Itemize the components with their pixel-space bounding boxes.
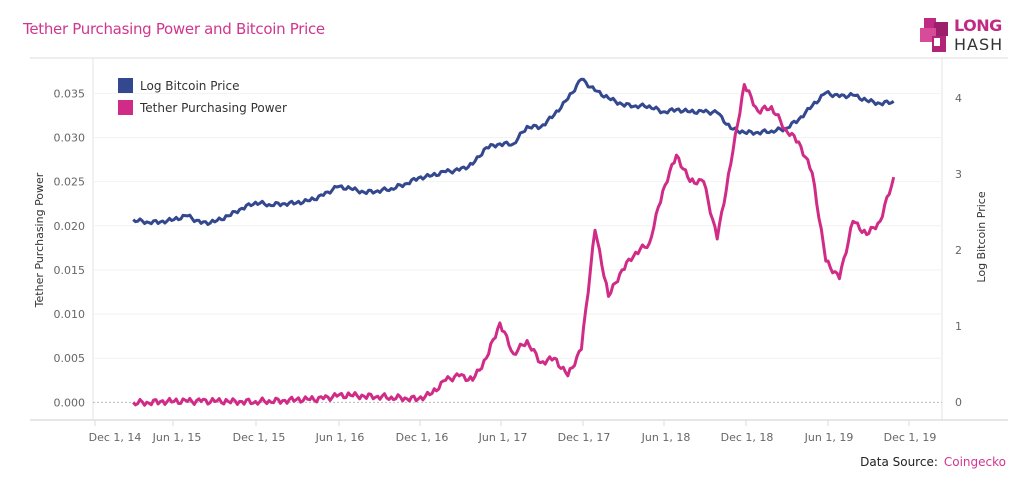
- x-tick-label: Dec 1, 14: [89, 431, 142, 444]
- x-tick-label: Dec 1, 17: [558, 431, 611, 444]
- y-right-axis-label: Log Bitcoin Price: [975, 191, 988, 282]
- x-tick-label: Dec 1, 15: [233, 431, 286, 444]
- y-right-tick-label: 3: [955, 168, 962, 181]
- legend-label: Tether Purchasing Power: [139, 101, 287, 115]
- y-left-tick-label: 0.010: [54, 308, 86, 321]
- data-source: Data Source: Coingecko: [860, 455, 1006, 469]
- x-tick-label: Dec 1, 18: [721, 431, 774, 444]
- y-left-tick-label: 0.015: [54, 264, 86, 277]
- longhash-logo: LONG HASH: [918, 16, 1008, 56]
- x-tick-label: Jun 1, 19: [804, 431, 854, 444]
- x-tick-label: Jun 1, 17: [478, 431, 528, 444]
- y-left-tick-label: 0.035: [54, 87, 86, 100]
- y-left-tick-label: 0.005: [54, 352, 86, 365]
- x-tick-label: Jun 1, 18: [641, 431, 691, 444]
- y-left-tick-label: 0.020: [54, 220, 86, 233]
- y-left-axis-label: Tether Purchasing Power: [33, 172, 46, 308]
- logo-cube-icon: [920, 18, 948, 52]
- y-right-tick-label: 2: [955, 244, 962, 257]
- x-tick-label: Dec 1, 19: [884, 431, 937, 444]
- series-line-log-bitcoin-price: [132, 77, 895, 226]
- legend-label: Log Bitcoin Price: [140, 79, 240, 93]
- legend-swatch: [118, 78, 133, 93]
- x-tick-label: Dec 1, 16: [396, 431, 449, 444]
- y-right-tick-label: 1: [955, 320, 962, 333]
- x-tick-label: Jun 1, 15: [152, 431, 202, 444]
- chart-title: Tether Purchasing Power and Bitcoin Pric…: [23, 20, 325, 38]
- data-source-link[interactable]: Coingecko: [943, 455, 1006, 469]
- x-tick-label: Jun 1, 16: [315, 431, 365, 444]
- logo-text-long: LONG: [954, 16, 1002, 35]
- y-left-tick-label: 0.025: [54, 176, 86, 189]
- y-left-tick-label: 0.000: [54, 396, 86, 409]
- y-right-tick-label: 4: [955, 92, 962, 105]
- y-left-tick-label: 0.030: [54, 131, 86, 144]
- series-line-tether-purchasing-power: [132, 83, 896, 407]
- legend-swatch: [118, 100, 133, 115]
- y-right-tick-label: 0: [955, 396, 962, 409]
- data-source-label: Data Source:: [860, 455, 938, 469]
- logo-text-hash: HASH: [954, 35, 1004, 54]
